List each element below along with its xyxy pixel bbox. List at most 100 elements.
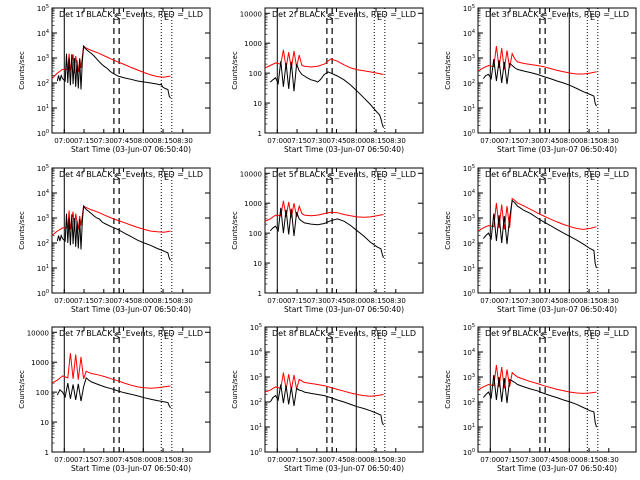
y-tick-label: 105 xyxy=(463,4,475,13)
x-axis-label: Start Time (03-Jun-07 06:50:40) xyxy=(71,464,191,473)
x-tick-label: 07:45 xyxy=(326,137,346,145)
y-tick-label: 1000 xyxy=(244,200,262,208)
annotation-s: S xyxy=(327,332,332,341)
x-tick-label: 07:15 xyxy=(500,456,520,464)
y-tick-label: 105 xyxy=(250,323,262,332)
x-tick-label: 08:00 xyxy=(346,456,366,464)
chart-title: Det 4f BLACK =_Events, RED =_LLD xyxy=(59,170,203,179)
y-axis-label: Counts/sec xyxy=(444,370,452,409)
x-tick-label: 08:15 xyxy=(579,297,599,305)
y-tick-label: 101 xyxy=(463,264,475,273)
x-tick-label: 07:45 xyxy=(539,137,559,145)
y-tick-label: 10000 xyxy=(27,329,49,337)
series-events-line xyxy=(482,374,597,428)
y-tick-label: 1000 xyxy=(31,359,49,367)
plot-frame xyxy=(264,326,424,453)
x-tick-label: 08:15 xyxy=(153,456,173,464)
y-tick-label: 105 xyxy=(37,4,49,13)
x-tick-label: 08:15 xyxy=(579,137,599,145)
series-events-line xyxy=(482,59,597,107)
annotation-s: S xyxy=(327,13,332,22)
x-tick-label: 07:15 xyxy=(287,297,307,305)
plot-frame xyxy=(264,7,424,134)
series-events-line xyxy=(269,207,384,258)
x-tick-label: 07:30 xyxy=(94,297,114,305)
y-tick-label: 100 xyxy=(36,389,49,397)
x-tick-label: 07:15 xyxy=(74,456,94,464)
y-tick-label: 101 xyxy=(250,423,262,432)
x-tick-label: 07:30 xyxy=(94,137,114,145)
x-tick-label: 07:45 xyxy=(113,456,133,464)
x-tick-label: 08:00 xyxy=(346,137,366,145)
series-lld-line xyxy=(52,353,171,389)
x-tick-label: 08:15 xyxy=(153,137,173,145)
x-tick-label: 07:30 xyxy=(94,456,114,464)
x-tick-label: 07:15 xyxy=(500,297,520,305)
y-axis-label: Counts/sec xyxy=(18,370,26,409)
y-tick-label: 1 xyxy=(258,130,262,138)
y-tick-label: 101 xyxy=(463,104,475,113)
annotation-e: E xyxy=(164,13,169,22)
x-axis-label: Start Time (03-Jun-07 06:50:40) xyxy=(284,305,404,314)
x-tick-label: 07:30 xyxy=(520,137,540,145)
y-axis-label: Counts/sec xyxy=(231,370,239,409)
y-tick-label: 100 xyxy=(463,448,475,457)
y-tick-label: 104 xyxy=(463,348,475,357)
x-tick-label: 07:30 xyxy=(307,297,327,305)
series-events-line xyxy=(56,204,171,261)
chart-title: Det 2f BLACK =_Events, RED =_LLD xyxy=(272,10,416,19)
x-tick-label: 07:45 xyxy=(113,137,133,145)
annotation-s: S xyxy=(114,13,119,22)
annotation-s: S xyxy=(114,173,119,182)
annotation-e: E xyxy=(590,332,595,341)
y-tick-label: 102 xyxy=(463,239,475,248)
y-axis-label: Counts/sec xyxy=(231,51,239,90)
x-tick-label: 07:00 xyxy=(54,456,74,464)
x-tick-label: 08:30 xyxy=(386,297,406,305)
x-axis-label: Start Time (03-Jun-07 06:50:40) xyxy=(497,464,617,473)
y-tick-label: 102 xyxy=(37,239,49,248)
x-tick-label: 08:00 xyxy=(346,297,366,305)
y-tick-label: 104 xyxy=(37,189,49,198)
x-tick-label: 08:00 xyxy=(559,297,579,305)
x-tick-label: 08:30 xyxy=(173,297,193,305)
series-lld-line xyxy=(478,365,597,394)
x-tick-label: 08:00 xyxy=(133,137,153,145)
annotation-e: E xyxy=(590,173,595,182)
x-tick-label: 08:30 xyxy=(386,137,406,145)
y-tick-label: 10000 xyxy=(240,170,262,178)
x-tick-label: 08:30 xyxy=(173,137,193,145)
annotation-e: E xyxy=(164,332,169,341)
x-tick-label: 08:00 xyxy=(559,456,579,464)
annotation-e: E xyxy=(164,173,169,182)
annotation-s: S xyxy=(540,332,545,341)
plot-frame xyxy=(51,167,211,294)
y-axis-label: Counts/sec xyxy=(444,51,452,90)
y-tick-label: 1 xyxy=(45,449,49,457)
series-lld-line xyxy=(52,205,171,236)
chart-title: Det 8f BLACK =_Events, RED =_LLD xyxy=(272,329,416,338)
x-tick-label: 08:30 xyxy=(599,137,619,145)
x-tick-label: 08:15 xyxy=(366,297,386,305)
series-events-line xyxy=(56,377,171,409)
x-tick-label: 07:00 xyxy=(480,456,500,464)
x-axis-label: Start Time (03-Jun-07 06:50:40) xyxy=(497,305,617,314)
annotation-s: S xyxy=(540,173,545,182)
y-tick-label: 100 xyxy=(463,289,475,298)
x-tick-label: 08:15 xyxy=(153,297,173,305)
plot-frame xyxy=(477,326,637,453)
y-tick-label: 103 xyxy=(250,373,262,382)
chart-title: Det 3f BLACK =_Events, RED =_LLD xyxy=(485,10,629,19)
annotation-s: S xyxy=(327,173,332,182)
x-tick-label: 07:15 xyxy=(74,297,94,305)
y-tick-label: 100 xyxy=(37,129,49,138)
y-tick-label: 103 xyxy=(463,214,475,223)
x-tick-label: 07:00 xyxy=(267,297,287,305)
plot-frame xyxy=(51,7,211,134)
